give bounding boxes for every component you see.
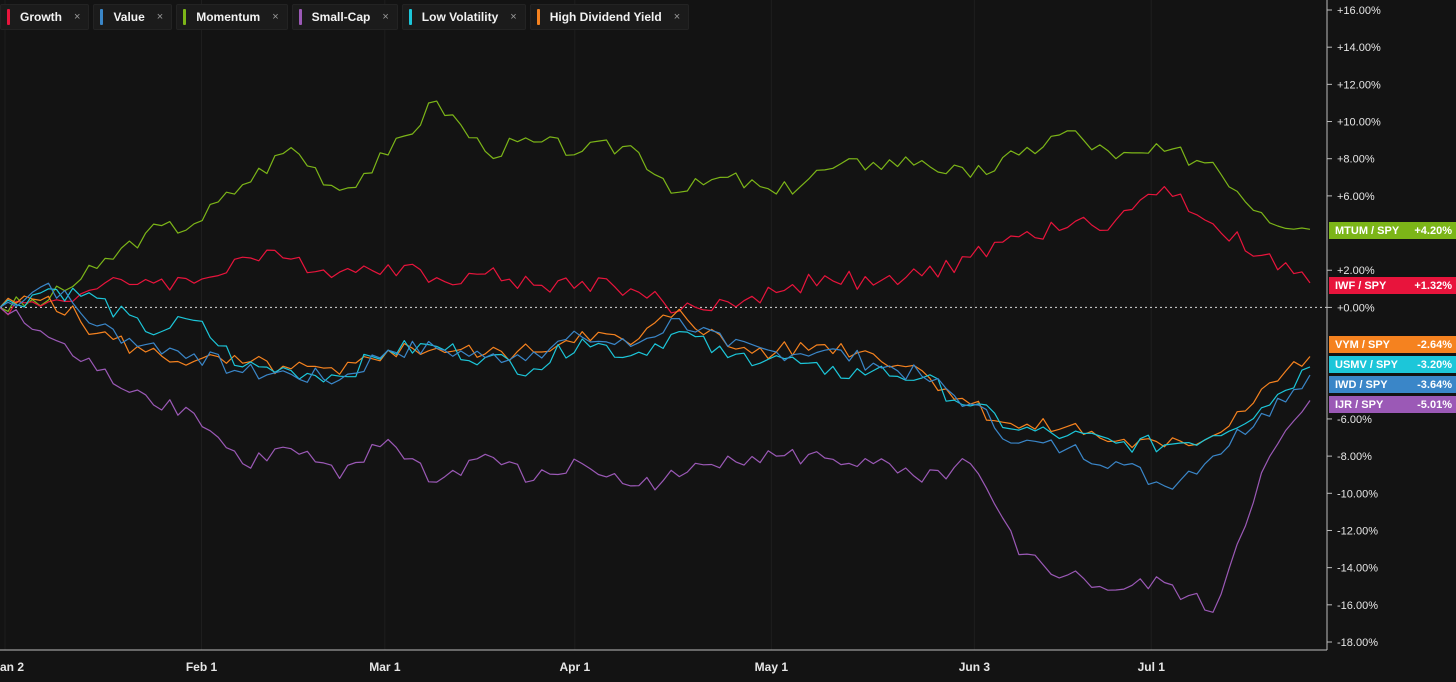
- legend-swatch: [298, 9, 302, 25]
- x-tick-label: Feb 1: [186, 660, 218, 674]
- close-icon[interactable]: ×: [156, 10, 164, 23]
- series-badge-value: +1.32%: [1414, 280, 1452, 292]
- series-badge-label: IWD / SPY: [1335, 379, 1388, 391]
- legend-item-growth[interactable]: Growth ×: [0, 4, 90, 30]
- y-tick-label: +14.00%: [1337, 42, 1381, 54]
- y-tick-label: -8.00%: [1337, 451, 1372, 463]
- y-tick-label: -10.00%: [1337, 488, 1378, 500]
- legend-swatch: [100, 9, 104, 25]
- legend-swatch: [7, 9, 10, 25]
- series-badge: [1329, 336, 1456, 353]
- series-badge-label: IJR / SPY: [1335, 399, 1384, 411]
- y-tick-label: +16.00%: [1337, 5, 1381, 17]
- series-badge: [1329, 396, 1456, 413]
- series-line: [0, 306, 1311, 613]
- series-line: [0, 282, 1311, 490]
- close-icon[interactable]: ×: [510, 10, 517, 23]
- legend-label: Momentum: [196, 10, 261, 24]
- legend: Growth × Value × Momentum × Small-Cap × Low Vola…: [0, 4, 690, 30]
- series-badge: [1329, 277, 1456, 294]
- legend-label: High Dividend Yield: [549, 10, 662, 24]
- y-tick-label: +2.00%: [1337, 265, 1375, 277]
- y-tick-label: +0.00%: [1337, 302, 1375, 314]
- series-line: [0, 186, 1311, 316]
- legend-item-small-cap[interactable]: Small-Cap ×: [291, 4, 398, 30]
- legend-swatch: [536, 9, 540, 25]
- series-badge-value: -2.64%: [1417, 339, 1452, 351]
- y-tick-label: -18.00%: [1337, 637, 1378, 649]
- legend-item-value[interactable]: Value ×: [93, 4, 173, 30]
- legend-swatch: [408, 9, 412, 25]
- legend-item-high-dividend-yield[interactable]: High Dividend Yield ×: [529, 4, 690, 30]
- series-badge-value: +4.20%: [1414, 225, 1452, 237]
- series-badge: [1329, 356, 1456, 373]
- legend-label: Growth: [20, 10, 62, 24]
- series-badge-value: -3.64%: [1417, 379, 1452, 391]
- y-tick-label: -12.00%: [1337, 525, 1378, 537]
- y-tick-label: +12.00%: [1337, 79, 1381, 91]
- legend-item-momentum[interactable]: Momentum ×: [176, 4, 288, 30]
- series-badge: [1329, 376, 1456, 393]
- series-badge: [1329, 222, 1456, 239]
- series-badge-label: VYM / SPY: [1335, 339, 1391, 351]
- x-tick-label: May 1: [755, 660, 789, 674]
- close-icon[interactable]: ×: [272, 10, 279, 23]
- legend-item-low-volatility[interactable]: Low Volatility ×: [401, 4, 526, 30]
- legend-swatch: [183, 9, 187, 25]
- series-line: [0, 100, 1311, 312]
- y-tick-label: -6.00%: [1337, 414, 1372, 426]
- x-tick-label: Mar 1: [369, 660, 401, 674]
- x-tick-label: Jul 1: [1138, 660, 1166, 674]
- y-tick-label: -16.00%: [1337, 600, 1378, 612]
- legend-label: Low Volatility: [421, 10, 499, 24]
- series-badge-label: USMV / SPY: [1335, 359, 1399, 371]
- close-icon[interactable]: ×: [382, 10, 389, 23]
- close-icon[interactable]: ×: [673, 10, 681, 23]
- series-badge-label: IWF / SPY: [1335, 280, 1387, 292]
- close-icon[interactable]: ×: [74, 10, 81, 23]
- legend-label: Value: [113, 10, 145, 24]
- legend-label: Small-Cap: [311, 10, 371, 24]
- series-badge-value: -3.20%: [1417, 359, 1452, 371]
- y-tick-label: +10.00%: [1337, 117, 1381, 129]
- y-tick-label: +6.00%: [1337, 191, 1375, 203]
- x-tick-label: Jun 3: [959, 660, 991, 674]
- series-badge-label: MTUM / SPY: [1335, 225, 1400, 237]
- series-line: [0, 295, 1311, 449]
- x-tick-label: Apr 1: [560, 660, 591, 674]
- series-badge-value: -5.01%: [1417, 399, 1452, 411]
- x-tick-label: an 2: [0, 660, 24, 674]
- y-tick-label: +8.00%: [1337, 154, 1375, 166]
- series-line: [0, 287, 1311, 453]
- y-tick-label: -14.00%: [1337, 563, 1378, 575]
